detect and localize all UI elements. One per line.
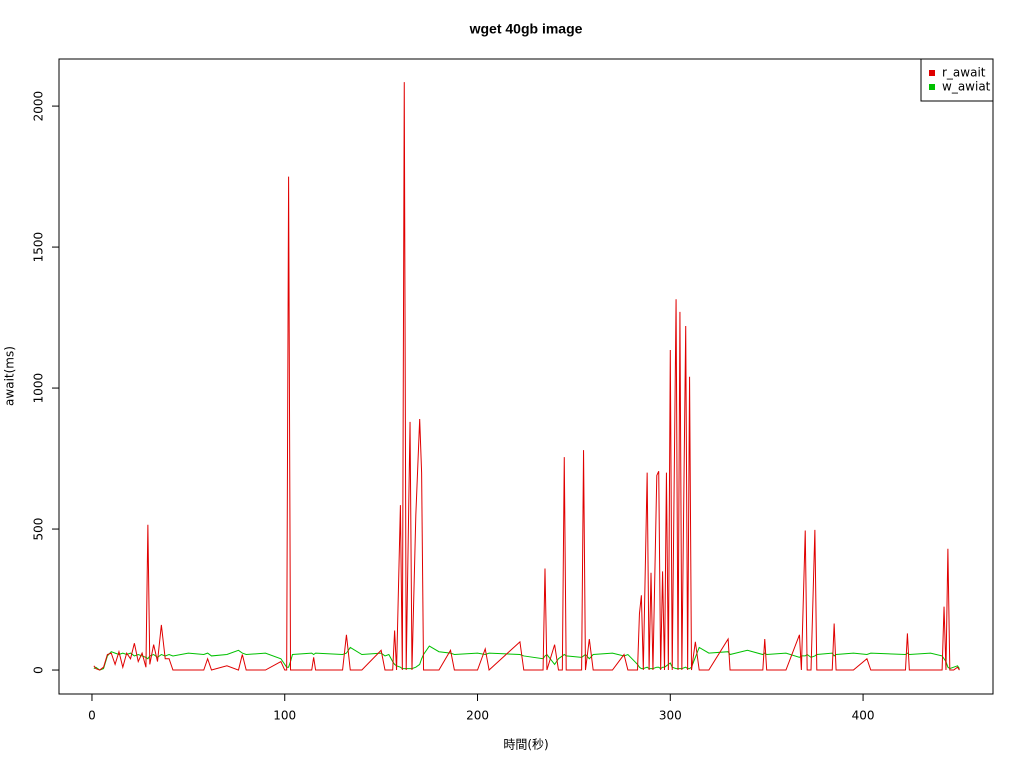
- x-tick-label: 0: [88, 709, 96, 723]
- x-tick-label: 300: [659, 709, 682, 723]
- x-tick-label: 100: [273, 709, 296, 723]
- legend-label: r_await: [942, 66, 986, 80]
- x-tick-label: 400: [852, 709, 875, 723]
- legend-swatch: [929, 84, 935, 90]
- legend-label: w_awiat: [942, 80, 991, 94]
- legend-box: [920, 58, 994, 102]
- y-tick-label: 1000: [32, 373, 46, 404]
- x-axis-label: 時間(秒): [503, 738, 548, 752]
- legend-swatch: [929, 70, 935, 76]
- y-tick-label: 500: [32, 518, 46, 541]
- y-tick-label: 0: [32, 666, 46, 674]
- series-line: [93, 645, 960, 671]
- y-tick-label: 2000: [32, 91, 46, 122]
- y-tick-label: 1500: [32, 232, 46, 263]
- series-line: [93, 82, 960, 672]
- y-axis-label: await(ms): [3, 346, 17, 406]
- chart-title: wget 40gb image: [469, 21, 583, 37]
- x-tick-label: 200: [466, 709, 489, 723]
- plot-frame: [58, 58, 994, 695]
